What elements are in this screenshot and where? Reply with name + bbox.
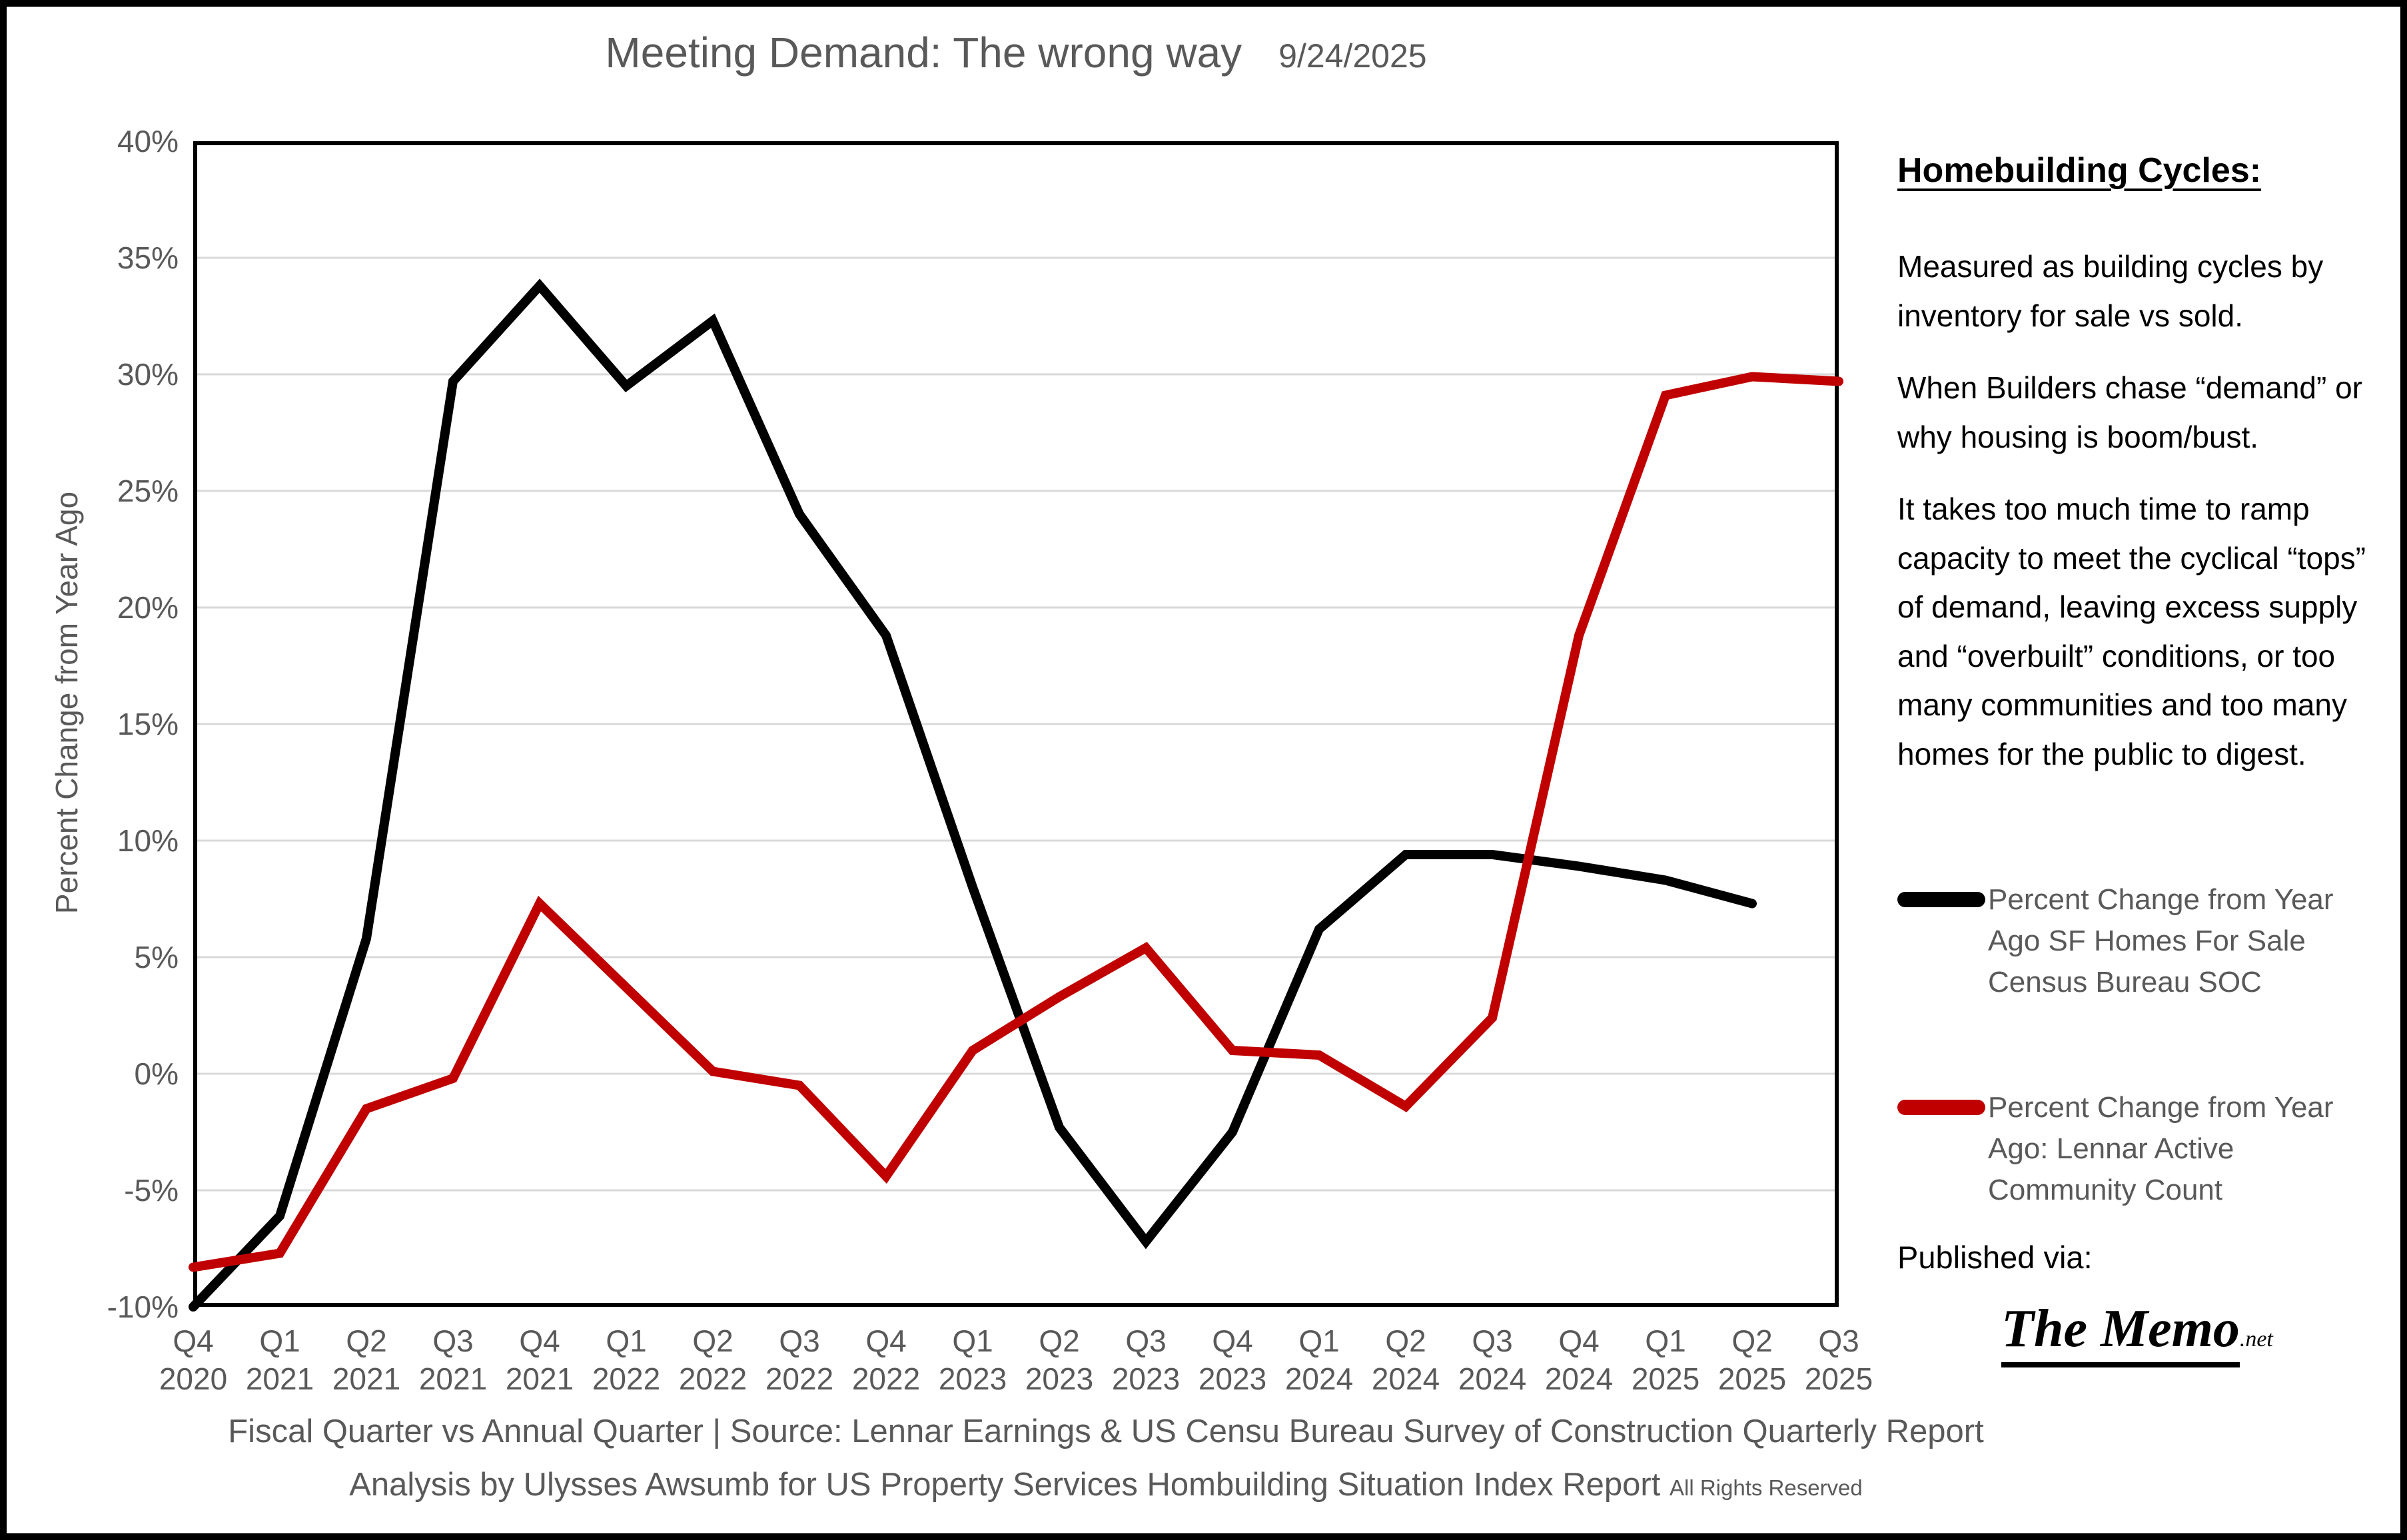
- x-tick-year: 2025: [1631, 1361, 1700, 1396]
- x-tick-label: Q1 2024: [1269, 1322, 1369, 1398]
- x-tick-quarter: Q2: [346, 1324, 387, 1358]
- sidebar: Homebuilding Cycles: Measured as buildin…: [1897, 141, 2390, 1473]
- x-tick-quarter: Q2: [1039, 1324, 1080, 1358]
- x-tick-quarter: Q2: [692, 1324, 733, 1358]
- x-tick-quarter: Q4: [173, 1324, 214, 1358]
- x-tick-year: 2024: [1284, 1361, 1354, 1396]
- y-tick-label: 0%: [134, 1056, 179, 1091]
- x-tick-year: 2024: [1544, 1361, 1614, 1396]
- y-tick-label: -5%: [124, 1173, 179, 1208]
- x-tick-quarter: Q4: [865, 1324, 907, 1358]
- x-tick-year: 2021: [505, 1361, 574, 1396]
- x-tick-year: 2020: [159, 1361, 228, 1396]
- x-tick-quarter: Q3: [1818, 1324, 1859, 1358]
- x-tick-year: 2021: [418, 1361, 488, 1396]
- x-tick-label: Q2 2021: [316, 1322, 416, 1398]
- footer-analysis-line: Analysis by Ulysses Awsumb for US Proper…: [27, 1465, 2185, 1507]
- x-tick-quarter: Q3: [1125, 1324, 1167, 1358]
- chart-date: 9/24/2025: [1278, 37, 1427, 75]
- x-tick-quarter: Q1: [1645, 1324, 1686, 1358]
- y-tick-label: 20%: [117, 590, 179, 625]
- x-tick-quarter: Q1: [606, 1324, 647, 1358]
- x-tick-quarter: Q2: [1385, 1324, 1426, 1358]
- y-tick-label: 5%: [134, 940, 179, 974]
- x-tick-year: 2023: [1198, 1361, 1267, 1396]
- footer-rights-text: All Rights Reserved: [1669, 1475, 1863, 1500]
- x-tick-year: 2022: [592, 1361, 661, 1396]
- x-tick-year: 2022: [851, 1361, 921, 1396]
- plot-border: [193, 141, 1839, 1307]
- x-tick-quarter: Q3: [432, 1324, 474, 1358]
- x-tick-quarter: Q4: [1212, 1324, 1253, 1358]
- y-tick-label: 35%: [117, 240, 179, 275]
- y-tick-label: 25%: [117, 474, 179, 508]
- x-tick-label: Q1 2025: [1616, 1322, 1715, 1398]
- x-tick-label: Q4 2024: [1529, 1322, 1629, 1398]
- x-tick-quarter: Q4: [519, 1324, 560, 1358]
- y-tick-label: 40%: [117, 124, 179, 159]
- x-tick-label: Q2 2022: [663, 1322, 763, 1398]
- y-tick-label: 10%: [117, 823, 179, 858]
- x-tick-label: Q4 2021: [490, 1322, 590, 1398]
- x-tick-year: 2021: [332, 1361, 401, 1396]
- x-tick-quarter: Q1: [1298, 1324, 1340, 1358]
- x-tick-label: Q4 2022: [836, 1322, 936, 1398]
- y-tick-label: -10%: [107, 1290, 179, 1324]
- footer-analysis-text: Analysis by Ulysses Awsumb for US Proper…: [349, 1467, 1661, 1503]
- x-tick-label: Q1 2023: [923, 1322, 1023, 1398]
- black-line-swatch: [1897, 892, 1985, 907]
- footer: Fiscal Quarter vs Annual Quarter | Sourc…: [27, 1412, 2185, 1507]
- y-tick-label: 15%: [117, 707, 179, 741]
- x-tick-label: Q1 2021: [230, 1322, 330, 1398]
- x-tick-year: 2025: [1717, 1361, 1787, 1396]
- x-tick-year: 2022: [678, 1361, 747, 1396]
- x-tick-quarter: Q1: [952, 1324, 993, 1358]
- legend-entry-sf-homes: Percent Change from Year Ago SF Homes Fo…: [1897, 879, 2390, 1003]
- x-tick-year: 2024: [1458, 1361, 1527, 1396]
- x-tick-year: 2023: [1111, 1361, 1181, 1396]
- sidebar-paragraph: When Builders chase “demand” or why hous…: [1897, 370, 2362, 454]
- x-tick-label: Q4 2020: [143, 1322, 243, 1398]
- x-tick-quarter: Q4: [1558, 1324, 1600, 1358]
- x-tick-label: Q1 2022: [576, 1322, 676, 1398]
- title-row: Meeting Demand: The wrong way 9/24/2025: [193, 28, 1839, 77]
- x-tick-label: Q4 2023: [1183, 1322, 1282, 1398]
- y-tick-label: 30%: [117, 357, 179, 392]
- x-tick-label: Q3 2021: [403, 1322, 503, 1398]
- plot-area: [189, 141, 1843, 1312]
- footer-source-line: Fiscal Quarter vs Annual Quarter | Sourc…: [228, 1413, 1984, 1449]
- x-tick-label: Q3 2022: [749, 1322, 849, 1398]
- x-tick-year: 2024: [1371, 1361, 1440, 1396]
- x-tick-quarter: Q3: [1472, 1324, 1513, 1358]
- legend-label: Percent Change from Year Ago: Lennar Act…: [1988, 1091, 2334, 1206]
- x-tick-year: 2023: [938, 1361, 1007, 1396]
- x-tick-quarter: Q3: [779, 1324, 820, 1358]
- x-tick-year: 2021: [245, 1361, 314, 1396]
- x-tick-quarter: Q1: [259, 1324, 300, 1358]
- published-via-label: Published via:: [1897, 1240, 2093, 1275]
- sidebar-paragraph: It takes too much time to ramp capacity …: [1897, 492, 2366, 771]
- series-line-0: [189, 278, 1757, 1312]
- x-tick-year: 2025: [1804, 1361, 1873, 1396]
- legend-entry-lennar: Percent Change from Year Ago: Lennar Act…: [1897, 1087, 2390, 1211]
- legend-label: Percent Change from Year Ago SF Homes Fo…: [1988, 883, 2334, 998]
- logo-text: The Memo: [2001, 1299, 2240, 1367]
- x-tick-quarter: Q2: [1731, 1324, 1773, 1358]
- sidebar-paragraph: Measured as building cycles by inventory…: [1897, 249, 2324, 333]
- x-tick-label: Q2 2023: [1009, 1322, 1109, 1398]
- red-line-swatch: [1897, 1100, 1985, 1115]
- x-tick-label: Q3 2024: [1442, 1322, 1542, 1398]
- logo-suffix: .net: [2239, 1327, 2273, 1351]
- x-tick-label: Q2 2024: [1356, 1322, 1456, 1398]
- x-tick-label: Q2 2025: [1702, 1322, 1802, 1398]
- series-line-1: [189, 372, 1843, 1272]
- x-tick-label: Q3 2023: [1096, 1322, 1196, 1398]
- logo: The Memo.net: [1897, 1299, 2377, 1367]
- x-tick-label: Q3 2025: [1789, 1322, 1889, 1398]
- x-tick-year: 2022: [765, 1361, 834, 1396]
- sidebar-heading: Homebuilding Cycles:: [1897, 151, 2262, 190]
- x-tick-year: 2023: [1025, 1361, 1094, 1396]
- page-title: Meeting Demand: The wrong way: [605, 29, 1242, 77]
